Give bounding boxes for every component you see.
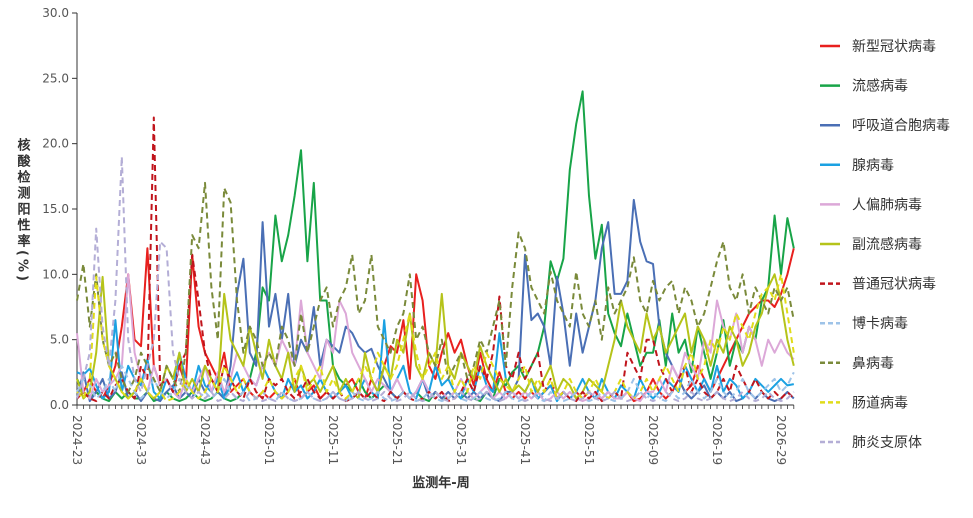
x-tick-label: 2025-51 bbox=[582, 415, 596, 465]
legend-label: 博卡病毒 bbox=[852, 315, 908, 332]
legend-label: 鼻病毒 bbox=[852, 355, 894, 372]
y-tick-label: 10.0 bbox=[42, 267, 69, 281]
series-line bbox=[76, 155, 795, 403]
x-tick-label: 2024-23 bbox=[70, 415, 84, 465]
x-tick-label: 2026-19 bbox=[710, 415, 724, 465]
legend-label: 腺病毒 bbox=[852, 158, 894, 174]
x-tick-label: 2025-41 bbox=[518, 415, 532, 465]
x-tick-label: 2024-33 bbox=[134, 415, 148, 465]
legend-label: 普通冠状病毒 bbox=[852, 277, 936, 293]
y-tick-label: 5.0 bbox=[50, 333, 69, 347]
y-tick-label: 15.0 bbox=[42, 202, 69, 216]
legend-label: 肠道病毒 bbox=[852, 395, 908, 411]
legend-label: 流感病毒 bbox=[852, 78, 908, 95]
legend-label: 人偏肺病毒 bbox=[852, 197, 922, 213]
x-tick-label: 2025-01 bbox=[262, 415, 276, 465]
x-tick-label: 2024-43 bbox=[198, 415, 212, 465]
x-tick-label: 2025-11 bbox=[326, 415, 340, 465]
legend-label: 新型冠状病毒 bbox=[852, 39, 936, 55]
series-line bbox=[76, 181, 795, 393]
x-axis-title: 监测年-周 bbox=[412, 475, 469, 491]
legend-label: 肺炎支原体 bbox=[852, 435, 922, 451]
x-tick-label: 2025-31 bbox=[454, 415, 468, 465]
y-tick-label: 25.0 bbox=[42, 71, 69, 85]
y-tick-label: 30.0 bbox=[42, 6, 69, 20]
series-line bbox=[76, 116, 795, 403]
x-tick-label: 2025-21 bbox=[390, 415, 404, 465]
legend-label: 副流感病毒 bbox=[852, 236, 922, 253]
y-tick-label: 0.0 bbox=[50, 398, 69, 412]
y-tick-label: 20.0 bbox=[42, 137, 69, 151]
legend-label: 呼吸道合胞病毒 bbox=[852, 118, 950, 134]
series-line bbox=[76, 273, 795, 403]
x-tick-label: 2026-09 bbox=[646, 415, 660, 465]
y-axis-title: 核酸检测阳性率(%) bbox=[15, 137, 31, 283]
x-tick-label: 2026-29 bbox=[774, 415, 788, 465]
